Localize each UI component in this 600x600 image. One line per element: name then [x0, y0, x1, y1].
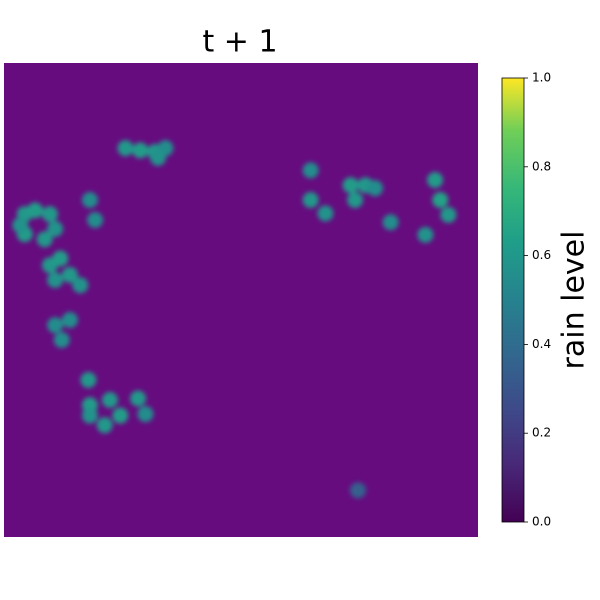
- rain-cell: [417, 226, 434, 243]
- rain-cell: [41, 206, 58, 223]
- rain-cell: [72, 277, 89, 294]
- rain-cell: [117, 140, 134, 157]
- rain-cell: [130, 390, 147, 407]
- rain-cell: [317, 205, 334, 222]
- colorbar-tick-label: 1.0: [532, 71, 551, 85]
- rain-cell: [101, 391, 118, 408]
- colorbar: [501, 77, 525, 523]
- chart-title: t + 1: [202, 25, 277, 60]
- rain-cell: [47, 220, 64, 237]
- colorbar-tick-label: 0.8: [532, 159, 551, 173]
- rain-cell: [350, 482, 367, 499]
- rain-cell: [427, 172, 444, 189]
- rain-cell: [382, 214, 399, 231]
- colorbar-tick-label: 0.2: [532, 426, 551, 440]
- rain-cell: [61, 311, 78, 328]
- rain-cell: [112, 407, 129, 424]
- rain-cell: [12, 217, 29, 234]
- rain-cell: [87, 212, 104, 229]
- rain-cell: [53, 331, 70, 348]
- rain-cell: [52, 250, 69, 267]
- rain-cell: [61, 266, 78, 283]
- rain-cell: [137, 406, 154, 423]
- colorbar-tick-label: 0.0: [532, 515, 551, 529]
- rain-cell: [96, 417, 113, 434]
- rain-cell: [150, 149, 167, 166]
- rain-cell: [440, 206, 457, 223]
- rain-cell: [81, 407, 98, 424]
- rain-cell: [132, 142, 149, 159]
- rain-cell: [80, 371, 97, 388]
- rain-cell: [36, 231, 53, 248]
- colorbar-tick-label: 0.6: [532, 248, 551, 262]
- rain-cell: [342, 177, 359, 194]
- rain-cell: [347, 192, 364, 209]
- image-background: [4, 63, 478, 537]
- rain-cell: [47, 272, 64, 289]
- rain-cell: [302, 162, 319, 179]
- rain-cell: [432, 192, 449, 209]
- rain-cell: [27, 202, 44, 219]
- rain-cell: [47, 317, 64, 334]
- rain-cells: [12, 140, 457, 499]
- rain-cell: [81, 192, 98, 209]
- colorbar-tick-label: 0.4: [532, 337, 551, 351]
- rain-cell: [367, 180, 384, 197]
- rain-cell: [302, 192, 319, 209]
- colorbar-label: rain level: [557, 231, 592, 370]
